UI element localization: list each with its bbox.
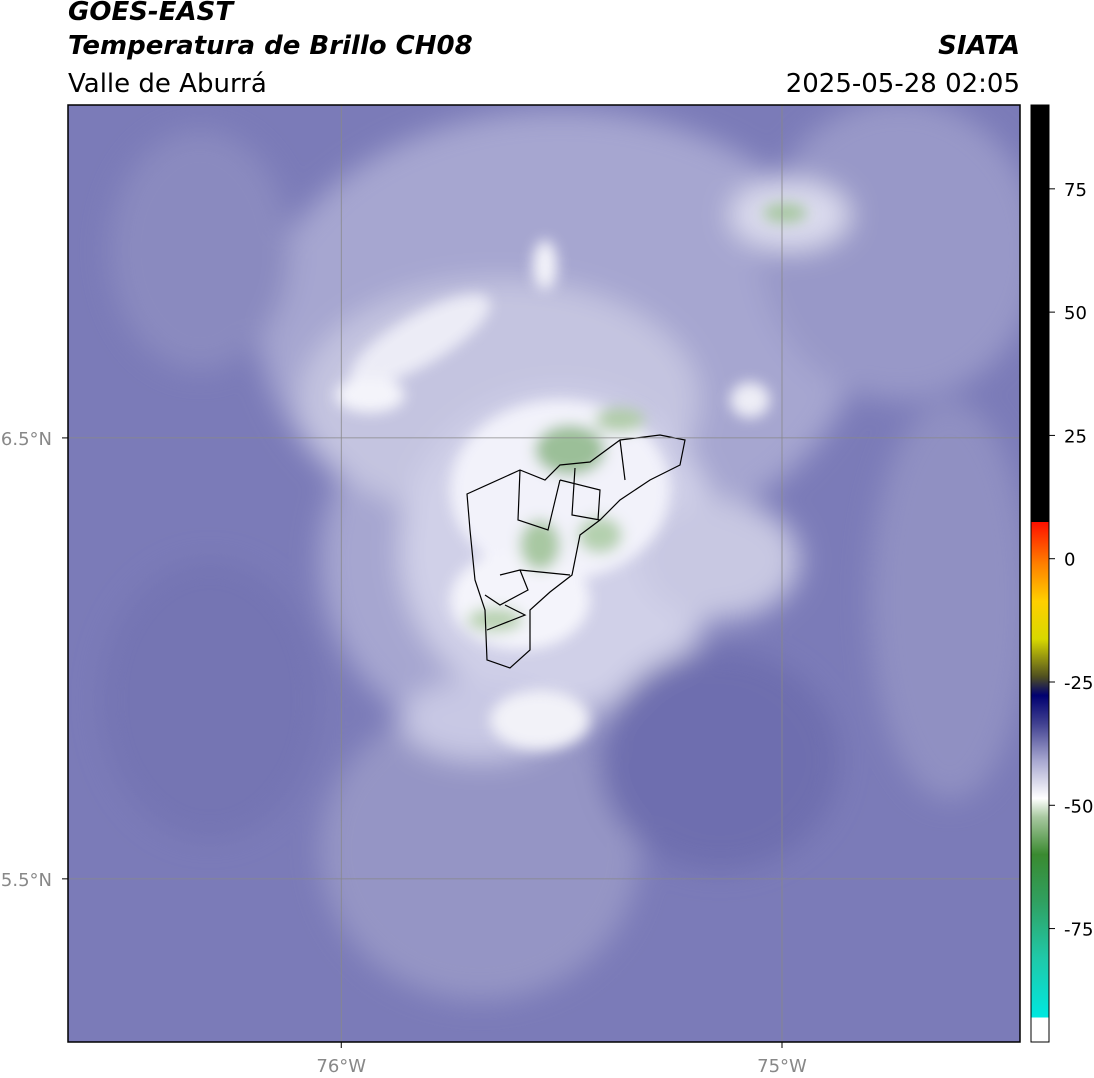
colorbar-tick-label: 75 bbox=[1064, 180, 1087, 201]
x-tick-label: 75°W bbox=[757, 1056, 807, 1077]
colorbar-tick-label: -50 bbox=[1064, 796, 1093, 817]
region: Valle de Aburrá bbox=[68, 69, 267, 99]
graticule bbox=[68, 105, 1020, 1042]
colorbar-tick-label: -25 bbox=[1064, 673, 1093, 694]
colorbar-tick-label: 25 bbox=[1064, 426, 1087, 447]
colorbar bbox=[1030, 104, 1050, 1043]
title: GOES-EAST bbox=[68, 0, 235, 27]
subtitle: Temperatura de Brillo CH08 bbox=[68, 31, 473, 61]
source: SIATA bbox=[938, 31, 1020, 61]
colorbar-tick-label: 0 bbox=[1064, 550, 1075, 571]
map-image bbox=[68, 105, 1020, 1042]
colorbar-tick-label: -75 bbox=[1064, 920, 1093, 941]
datetime: 2025-05-28 02:05 bbox=[786, 69, 1020, 99]
y-tick-label: 5.5°N bbox=[1, 870, 52, 891]
x-tick-label: 76°W bbox=[316, 1056, 366, 1077]
y-tick-label: 6.5°N bbox=[1, 429, 52, 450]
colorbar-tick-label: 50 bbox=[1064, 303, 1087, 324]
map-frame bbox=[67, 104, 1021, 1043]
